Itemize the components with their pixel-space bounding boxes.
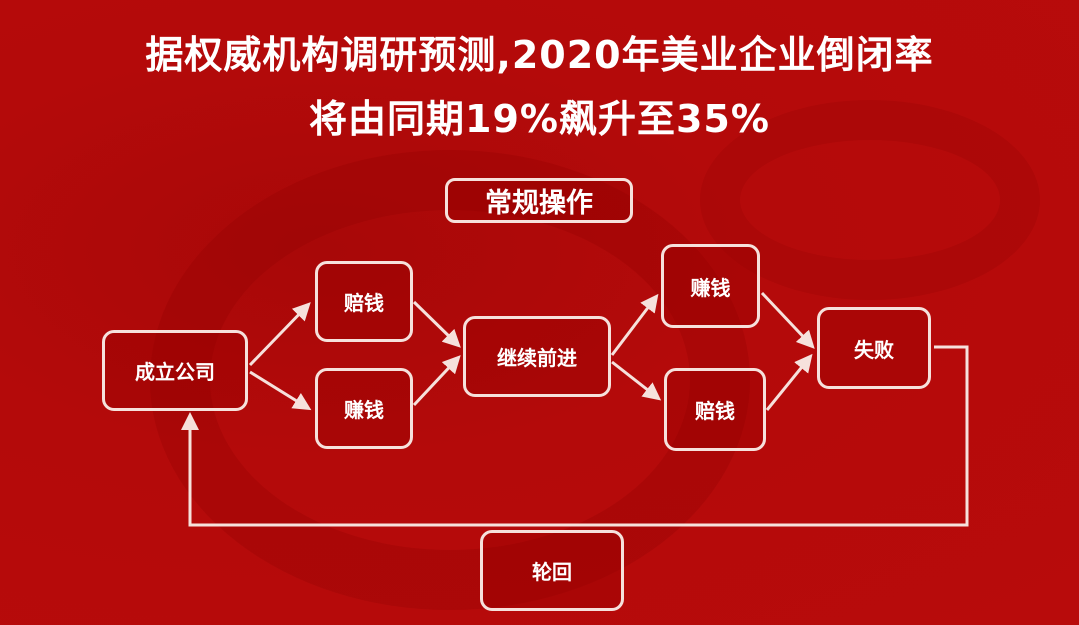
headline-line-2: 将由同期19%飙升至35% bbox=[309, 97, 770, 141]
node-earn-2: 赚钱 bbox=[661, 244, 760, 328]
loop-back-line bbox=[181, 345, 969, 527]
node-lose-1: 赔钱 bbox=[315, 261, 413, 342]
arrow-start-to-earn1 bbox=[249, 370, 312, 411]
header-label: 常规操作 bbox=[445, 178, 633, 223]
node-cycle: 轮回 bbox=[480, 530, 624, 611]
arrow-lose1-to-continue bbox=[412, 300, 461, 348]
node-continue: 继续前进 bbox=[463, 316, 611, 397]
arrow-continue-to-earn2 bbox=[610, 293, 659, 356]
arrow-earn1-to-continue bbox=[412, 355, 461, 407]
arrow-start-to-lose1 bbox=[248, 302, 311, 367]
arrow-lose2-to-fail bbox=[765, 353, 813, 411]
node-earn-1: 赚钱 bbox=[315, 368, 413, 449]
headline-line-1: 据权威机构调研预测,2020年美业企业倒闭率 bbox=[145, 33, 934, 77]
node-fail: 失败 bbox=[817, 307, 931, 389]
node-start: 成立公司 bbox=[102, 330, 248, 411]
node-lose-2: 赔钱 bbox=[664, 368, 766, 451]
arrow-earn2-to-fail bbox=[760, 291, 815, 349]
arrow-continue-to-lose2 bbox=[611, 360, 662, 401]
